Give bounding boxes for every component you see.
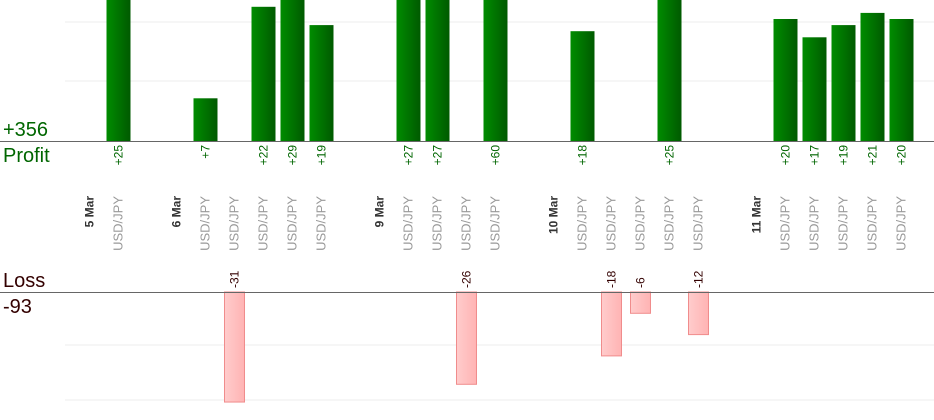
pair-label: USD/JPY — [256, 196, 271, 251]
profit-bar — [889, 19, 914, 141]
profit-value-label: +19 — [315, 145, 329, 166]
profit-value-label: +22 — [257, 145, 271, 166]
profit-bar — [251, 6, 276, 141]
profit-value-label: +25 — [663, 145, 677, 166]
pair-label: USD/JPY — [488, 196, 503, 251]
profit-bar — [570, 31, 595, 142]
profit-bar — [396, 0, 421, 141]
profit-value-label: +29 — [286, 145, 300, 166]
loss-value-label: -18 — [605, 270, 619, 288]
profit-value-label: +25 — [112, 145, 126, 166]
profit-value-label: +27 — [402, 145, 416, 166]
profit-value-label: +27 — [431, 145, 445, 166]
profit-bar — [106, 0, 131, 141]
pair-label: USD/JPY — [691, 196, 706, 251]
profit-value-label: +17 — [808, 145, 822, 166]
loss-value-label: -6 — [634, 277, 648, 288]
pair-label: USD/JPY — [836, 196, 851, 251]
profit-bar — [773, 19, 798, 141]
profit-value-label: +21 — [866, 145, 880, 166]
profit-bar — [280, 0, 305, 141]
profit-value-label: +7 — [199, 145, 213, 159]
pair-label: USD/JPY — [314, 196, 329, 251]
loss-total: -93 — [3, 296, 32, 318]
loss-bar — [601, 291, 622, 357]
loss-value-label: -31 — [228, 270, 242, 288]
profit-bar — [860, 12, 885, 142]
pair-label: USD/JPY — [401, 196, 416, 251]
profit-label: Profit — [3, 145, 50, 167]
pair-label: USD/JPY — [604, 196, 619, 251]
pair-label: USD/JPY — [285, 196, 300, 251]
date-label: 10 Mar — [547, 196, 561, 234]
profit-bar — [483, 0, 508, 141]
profit-value-label: +60 — [489, 145, 503, 166]
pair-label: USD/JPY — [227, 196, 242, 251]
profit-value-label: +20 — [779, 145, 793, 166]
loss-value-label: -12 — [692, 270, 706, 288]
date-label: 11 Mar — [750, 196, 764, 234]
loss-bar — [630, 291, 651, 314]
pair-label: USD/JPY — [430, 196, 445, 251]
profit-bar — [657, 0, 682, 141]
pair-label: USD/JPY — [633, 196, 648, 251]
loss-bar — [224, 291, 245, 403]
pair-label: USD/JPY — [198, 196, 213, 251]
date-label: 5 Mar — [83, 196, 97, 228]
pair-label: USD/JPY — [778, 196, 793, 251]
profit-bar — [425, 0, 450, 141]
loss-bar — [456, 291, 477, 385]
profit-value-label: +20 — [895, 145, 909, 166]
date-label: 6 Mar — [170, 196, 184, 228]
loss-bar — [688, 291, 709, 336]
pair-label: USD/JPY — [807, 196, 822, 251]
pair-label: USD/JPY — [662, 196, 677, 251]
profit-total: +356 — [3, 119, 49, 141]
profit-value-label: +19 — [837, 145, 851, 166]
profit-bar — [802, 37, 827, 141]
profit-bar — [193, 98, 218, 141]
loss-value-label: -26 — [460, 270, 474, 288]
pair-label: USD/JPY — [865, 196, 880, 251]
profit-bar — [831, 25, 856, 142]
loss-label: Loss — [3, 270, 46, 292]
pair-label: USD/JPY — [111, 196, 126, 251]
profit-value-label: +18 — [576, 145, 590, 166]
pair-label: USD/JPY — [894, 196, 909, 251]
pair-label: USD/JPY — [575, 196, 590, 251]
date-label: 9 Mar — [373, 196, 387, 228]
pair-label: USD/JPY — [459, 196, 474, 251]
profit-bar — [309, 25, 334, 142]
